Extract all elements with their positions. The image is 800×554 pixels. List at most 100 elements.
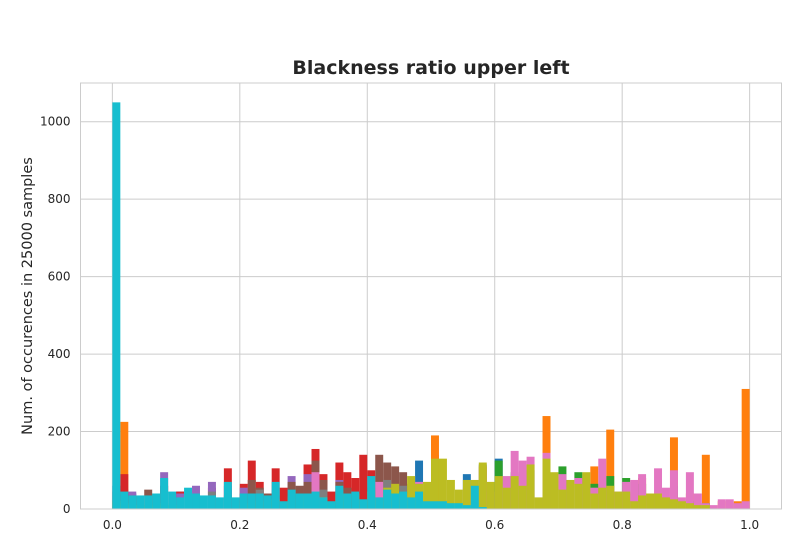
x-tick-label: 0.6	[485, 518, 504, 532]
histogram-bar	[542, 458, 551, 509]
histogram-bar	[654, 468, 663, 509]
histogram-bar	[207, 495, 216, 509]
histogram-bar	[239, 493, 248, 509]
histogram-bar	[630, 479, 639, 509]
histogram-bar	[677, 501, 686, 509]
histogram-bar	[255, 493, 264, 509]
histogram-bar	[176, 497, 185, 509]
histogram-bar	[693, 505, 702, 509]
histogram-bar	[598, 458, 607, 509]
histogram-bar	[709, 505, 718, 509]
histogram-bar	[462, 505, 471, 509]
histogram-bar	[518, 485, 527, 509]
histogram-bar	[263, 495, 272, 509]
histogram-bar	[478, 507, 487, 509]
histogram-bar	[391, 493, 400, 509]
histogram-bar	[120, 421, 129, 509]
histogram-bar	[303, 493, 312, 509]
histogram-bar	[462, 479, 471, 509]
histogram-bar	[717, 499, 726, 509]
histogram-bar	[669, 470, 678, 509]
histogram-bar	[438, 501, 447, 509]
histogram-bar	[685, 472, 694, 509]
y-tick-label: 600	[48, 270, 71, 284]
histogram-bar	[271, 481, 280, 509]
histogram-bar	[454, 503, 463, 509]
x-tick-label: 1.0	[740, 518, 759, 532]
histogram-bar	[423, 481, 431, 509]
histogram-bar	[741, 388, 750, 509]
histogram-bar	[192, 493, 200, 509]
histogram-series	[112, 102, 487, 509]
histogram-bar	[215, 497, 224, 509]
chart-title: Blackness ratio upper left	[292, 57, 569, 79]
x-tick-label: 0.8	[613, 518, 632, 532]
histogram-bar	[630, 501, 639, 509]
histogram-bar	[415, 491, 424, 509]
histogram-bar	[223, 481, 232, 509]
histogram-bar	[287, 489, 296, 509]
bars-layer	[112, 102, 750, 509]
histogram-bar	[478, 462, 487, 509]
histogram-bar	[231, 497, 240, 509]
histogram-bar	[701, 454, 710, 509]
histogram-bar	[470, 485, 479, 509]
histogram-bar	[327, 491, 336, 509]
histogram-bar	[638, 474, 647, 509]
histogram-bar	[558, 489, 567, 509]
histogram-bar	[112, 102, 121, 509]
y-tick-labels: 0 200 400 600 800 1000	[40, 115, 71, 516]
histogram-bar	[311, 472, 320, 509]
histogram-bar	[311, 491, 320, 509]
histogram-bar	[606, 485, 615, 509]
histogram-bar	[136, 495, 145, 509]
histogram-bar	[407, 497, 416, 509]
histogram-bar	[446, 503, 455, 509]
histogram-bar	[646, 493, 655, 509]
y-tick-label: 0	[63, 502, 71, 516]
histogram-bar	[534, 497, 543, 509]
histogram-bar	[685, 503, 694, 509]
histogram-bar	[160, 478, 169, 509]
histogram-bar	[144, 495, 153, 509]
x-tick-label: 0.2	[230, 518, 249, 532]
histogram-bar	[494, 476, 503, 509]
histogram-bar	[654, 493, 663, 509]
histogram-bar	[199, 495, 208, 509]
histogram-bar	[359, 454, 368, 509]
histogram-bar	[518, 460, 527, 509]
histogram-bar	[741, 501, 750, 509]
histogram-bar	[351, 491, 360, 509]
histogram-bar	[669, 499, 678, 509]
histogram-bar	[622, 491, 631, 509]
histogram-bar	[295, 493, 304, 509]
histogram-bar	[614, 491, 623, 509]
histogram-bar	[638, 495, 647, 509]
histogram-bar	[319, 497, 328, 509]
y-tick-label: 200	[48, 425, 71, 439]
histogram-bar	[701, 505, 710, 509]
y-tick-label: 400	[48, 347, 71, 361]
histogram-bar	[168, 491, 177, 509]
histogram-bar	[733, 503, 742, 509]
histogram-bar	[438, 458, 447, 509]
x-tick-label: 0.4	[358, 518, 377, 532]
histogram-bar	[454, 489, 463, 509]
x-tick-labels: 0.0 0.2 0.4 0.6 0.8 1.0	[103, 518, 759, 532]
histogram-bar	[446, 479, 455, 509]
histogram-bar	[120, 491, 129, 509]
histogram-bar	[486, 481, 495, 509]
histogram-bar	[152, 493, 161, 509]
plot-frame	[80, 82, 782, 510]
histogram-bar	[367, 476, 376, 509]
histogram-bar	[375, 497, 384, 509]
histogram-bar	[582, 472, 591, 509]
y-tick-label: 1000	[40, 115, 71, 129]
histogram-bar	[526, 464, 535, 509]
histogram-bar	[375, 481, 384, 509]
histogram-bar	[247, 493, 256, 509]
histogram-bar	[343, 493, 352, 509]
histogram-bar	[407, 476, 416, 509]
